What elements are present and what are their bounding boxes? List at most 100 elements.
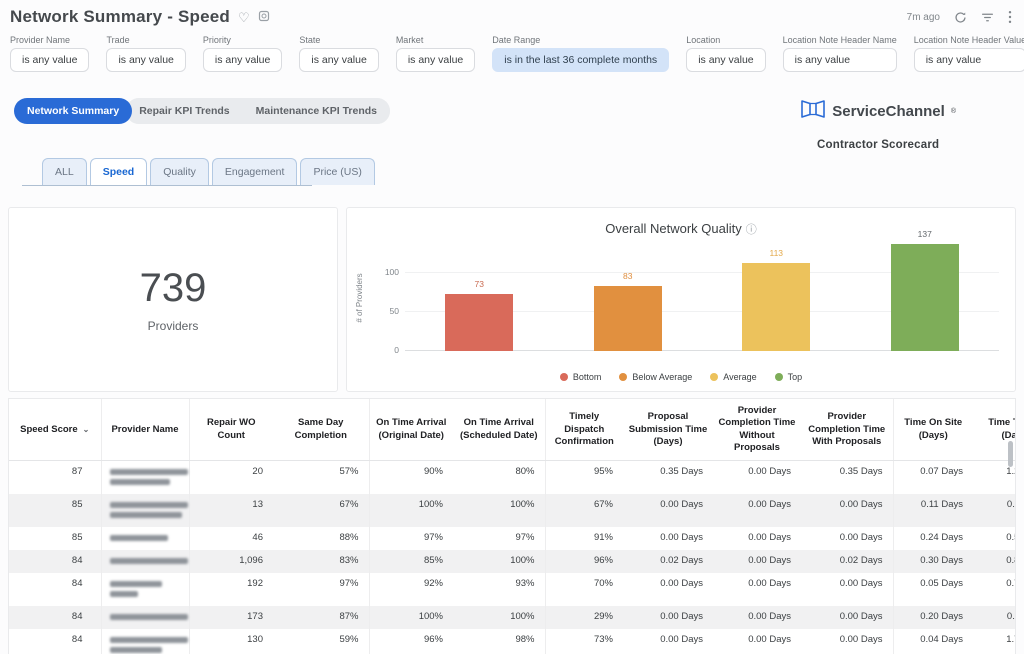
network-quality-chart-card: Overall Network Quality ⓘ # of Providers … bbox=[346, 207, 1016, 392]
cell-text: 70% bbox=[593, 578, 613, 590]
cell-value: 46 bbox=[188, 527, 273, 551]
filter-chip[interactable]: is any value bbox=[913, 48, 1024, 72]
column-header-provider-completion-time-with-proposals[interactable]: Provider Completion Time With Proposals bbox=[801, 399, 893, 462]
column-header-same-day-completion[interactable]: Same Day Completion bbox=[273, 399, 369, 462]
sort-caret-icon[interactable]: ⌄ bbox=[82, 424, 90, 434]
legend-label: Bottom bbox=[572, 372, 602, 382]
legend-item-average[interactable]: Average bbox=[710, 372, 757, 382]
nav-button-network-summary[interactable]: Network Summary bbox=[14, 98, 133, 124]
cell-value: 29% bbox=[544, 606, 623, 630]
cell-value: 73% bbox=[544, 629, 623, 654]
filter-icon[interactable] bbox=[981, 11, 994, 24]
cell-value: 192 bbox=[188, 573, 273, 607]
nav-button-maintenance-kpi-trends[interactable]: Maintenance KPI Trends bbox=[242, 98, 391, 124]
table-row: 84 130 59% 96% 98% 73% 0.00 Days 0.00 Days 0.00 … bbox=[9, 629, 1015, 654]
cell-value: 0.00 Days bbox=[623, 629, 713, 654]
chart-title: Overall Network Quality ⓘ bbox=[605, 221, 757, 236]
filter-trade: Trade is any value bbox=[106, 35, 186, 72]
kpi-label: Providers bbox=[147, 319, 199, 333]
cell-text: 0.00 Days bbox=[660, 634, 703, 646]
tab-speed[interactable]: Speed bbox=[89, 158, 148, 185]
cell-provider-name[interactable] bbox=[100, 527, 189, 551]
refresh-icon[interactable] bbox=[954, 11, 967, 24]
cell-text: 1.20 Days bbox=[1006, 466, 1015, 478]
tab-price-us-[interactable]: Price (US) bbox=[300, 158, 375, 185]
bar-below-average[interactable] bbox=[593, 286, 662, 351]
cell-value: 100% bbox=[453, 494, 545, 527]
filter-label: Location Note Header Value bbox=[913, 35, 1024, 45]
cards-row: 739 Providers Overall Network Quality ⓘ #… bbox=[8, 207, 1016, 392]
filter-chip[interactable]: is any value bbox=[395, 48, 476, 72]
bar-bottom[interactable] bbox=[445, 294, 514, 351]
cell-text: 0.07 Days bbox=[920, 466, 963, 478]
column-header-on-time-arrival-original-date-[interactable]: On Time Arrival (Original Date) bbox=[368, 399, 453, 462]
column-header-timely-dispatch-confirmation[interactable]: Timely Dispatch Confirmation bbox=[544, 399, 623, 462]
cell-value: 0.11 Days bbox=[973, 606, 1015, 629]
legend-item-top[interactable]: Top bbox=[774, 372, 802, 382]
tab-quality[interactable]: Quality bbox=[150, 158, 209, 185]
copy-icon[interactable] bbox=[258, 10, 270, 24]
cell-speed-score: 84 bbox=[71, 634, 83, 646]
tab-engagement[interactable]: Engagement bbox=[211, 158, 298, 185]
cell-value: 92% bbox=[368, 573, 453, 607]
cell-text: 0.35 Days bbox=[839, 466, 883, 478]
cell-text: 67% bbox=[593, 499, 613, 511]
legend-dot bbox=[774, 373, 783, 381]
cell-value: 91% bbox=[544, 527, 623, 551]
filter-chip[interactable]: is any value bbox=[202, 48, 283, 72]
bar-value-label: 113 bbox=[769, 248, 784, 259]
cell-provider-name[interactable] bbox=[100, 629, 189, 654]
cell-value: 0.00 Days bbox=[713, 494, 801, 527]
column-header-speed-score[interactable]: Speed Score ⌄ bbox=[9, 399, 101, 462]
cell-value: 0.24 Days bbox=[892, 527, 973, 551]
column-header-time-on-site-days-[interactable]: Time On Site (Days) bbox=[892, 399, 973, 462]
bar-top[interactable] bbox=[890, 244, 959, 351]
kebab-menu-icon[interactable] bbox=[1008, 10, 1012, 24]
legend-item-below-average[interactable]: Below Average bbox=[619, 372, 692, 382]
legend-dot bbox=[559, 373, 568, 381]
filter-chip[interactable]: is any value bbox=[782, 48, 897, 72]
column-header-repair-wo-count[interactable]: Repair WO Count bbox=[188, 399, 273, 462]
cell-value: 0.11 Days bbox=[892, 494, 973, 528]
cell-provider-name[interactable] bbox=[100, 573, 189, 607]
bar-average[interactable] bbox=[742, 263, 811, 351]
cell-text: 0.00 Days bbox=[660, 578, 703, 590]
filter-chip[interactable]: is any value bbox=[10, 48, 90, 72]
brand-name: ServiceChannel bbox=[832, 103, 945, 120]
speed-score-table-card: Speed Score ⌄ Provider Name Repair WO Count… bbox=[8, 398, 1016, 654]
table-row: 85 46 88% 97% 97% 91% 0.00 Days 0.00 Days 0.00 D… bbox=[9, 527, 1015, 551]
heart-icon[interactable]: ♡ bbox=[238, 9, 250, 25]
filter-chip[interactable]: is in the last 36 complete months bbox=[492, 48, 670, 72]
cell-provider-name[interactable] bbox=[100, 606, 189, 630]
filter-label: Market bbox=[395, 35, 424, 45]
cell-text: 97% bbox=[423, 532, 443, 544]
filter-location: Location is any value bbox=[686, 35, 766, 72]
info-icon[interactable]: ⓘ bbox=[745, 224, 757, 236]
cell-text: 0.00 Days bbox=[748, 555, 791, 567]
cell-speed-score: 85 bbox=[71, 532, 83, 544]
column-header-proposal-submission-time-days-[interactable]: Proposal Submission Time (Days) bbox=[623, 399, 713, 462]
cell-provider-name[interactable] bbox=[100, 460, 189, 495]
cell-provider-name[interactable] bbox=[100, 494, 189, 528]
nav-button-row: Network Summary Repair KPI Trends Maintena… bbox=[14, 98, 1024, 124]
cell-text: 0.30 Days bbox=[920, 555, 963, 567]
tab-all[interactable]: ALL bbox=[42, 158, 87, 185]
column-header-provider-completion-time-without-proposals[interactable]: Provider Completion Time Without Proposa… bbox=[713, 399, 801, 462]
cell-provider-name[interactable] bbox=[100, 550, 189, 574]
filter-bar: Provider Name is any value Trade is any val… bbox=[0, 27, 1024, 72]
cell-text: 97% bbox=[339, 578, 359, 590]
cell-value: 67% bbox=[273, 494, 369, 527]
table-row: 85 13 67% 100% 100% 67% 0.00 Days 0.00 Days 0.00… bbox=[9, 494, 1015, 528]
legend-item-bottom[interactable]: Bottom bbox=[559, 372, 602, 382]
table-scrollbar[interactable] bbox=[1008, 441, 1013, 467]
filter-chip[interactable]: is any value bbox=[299, 48, 379, 72]
cell-value: 97% bbox=[368, 527, 453, 551]
filter-chip[interactable]: is any value bbox=[686, 48, 766, 72]
brand-subtitle: Contractor Scorecard bbox=[817, 139, 940, 151]
column-header-provider-name[interactable]: Provider Name bbox=[100, 399, 189, 462]
filter-label: Location bbox=[686, 35, 721, 45]
tab-bar: ALL Speed Quality Engagement Price (US) bbox=[22, 158, 375, 186]
nav-button-repair-kpi-trends[interactable]: Repair KPI Trends bbox=[126, 98, 243, 124]
filter-chip[interactable]: is any value bbox=[106, 48, 186, 72]
column-header-on-time-arrival-scheduled-date-[interactable]: On Time Arrival (Scheduled Date) bbox=[453, 399, 545, 462]
